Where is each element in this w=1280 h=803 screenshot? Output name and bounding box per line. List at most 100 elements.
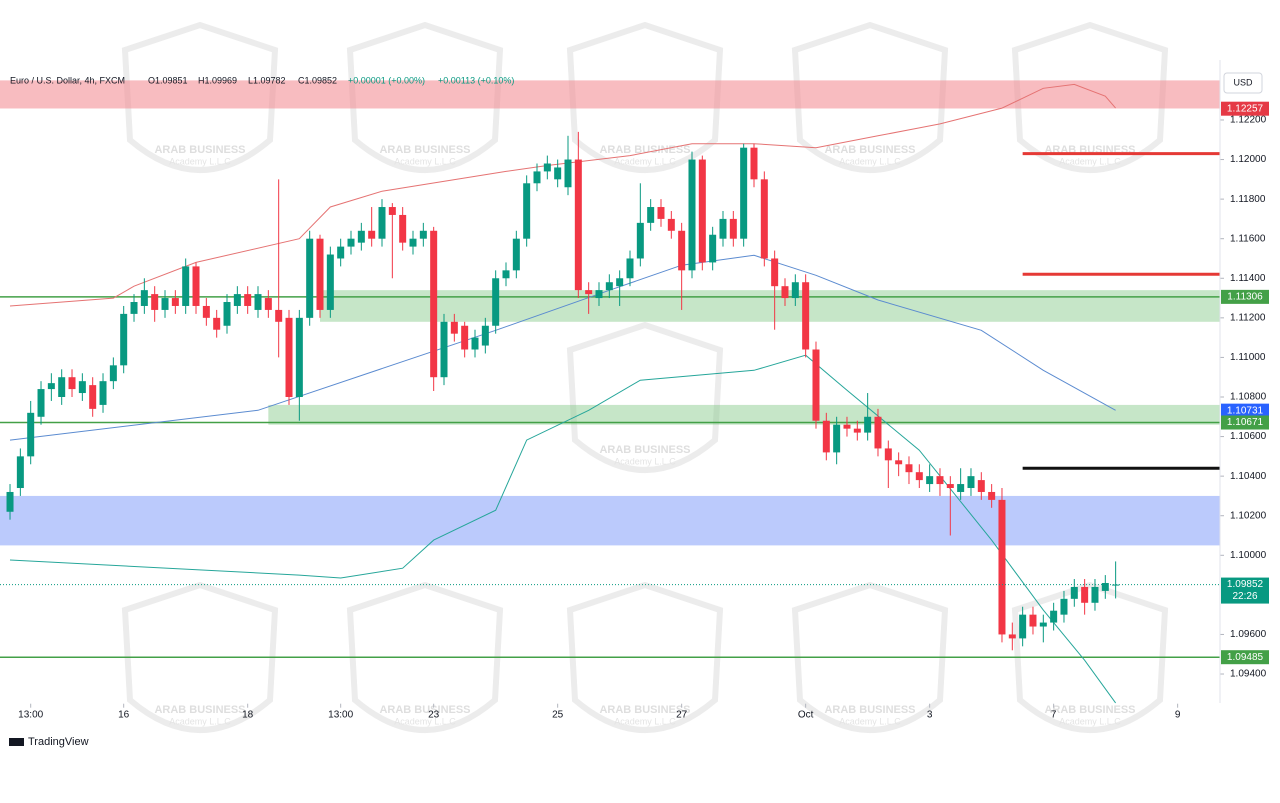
candle-body [667, 218, 675, 231]
price-tag [1221, 577, 1269, 604]
candle-body [461, 325, 469, 350]
candle-body [657, 207, 665, 219]
candle-body [647, 207, 655, 223]
candle-body [471, 337, 479, 350]
y-tick-label: 1.09400 [1230, 669, 1267, 680]
candle-body [988, 491, 996, 500]
candle-body [874, 416, 882, 449]
watermark-shield [566, 321, 724, 473]
candle-body [1112, 584, 1120, 586]
candle-body [481, 325, 489, 346]
candle-body [926, 476, 934, 485]
watermark-shield [566, 21, 724, 173]
candle-body [430, 230, 438, 378]
readout-value: C1.09852 [298, 75, 337, 85]
candle-body [791, 282, 799, 299]
candle-body [1081, 586, 1089, 603]
price-tag-note: 22:26 [1232, 591, 1257, 602]
y-tick-label: 1.11000 [1230, 352, 1266, 363]
candle-body [244, 294, 252, 306]
watermark-shield [566, 581, 724, 733]
candle-body [223, 302, 231, 326]
watermark-shield [346, 21, 504, 173]
candle-body [564, 159, 572, 188]
candle-body [264, 298, 272, 310]
candle-body [967, 476, 975, 489]
plot-area [0, 80, 1224, 708]
watermark-subtext: Academy L.L.C [839, 716, 901, 726]
candle-body [1101, 582, 1109, 591]
watermark-text: ARAB BUSINESS [154, 144, 245, 156]
y-tick-label: 1.12200 [1230, 115, 1267, 126]
candle-body [399, 214, 407, 243]
currency-label[interactable]: USD [1233, 77, 1253, 87]
band-line [9, 254, 1116, 441]
y-tick-label: 1.11800 [1230, 194, 1266, 205]
zone [268, 404, 1220, 425]
band-line [9, 354, 1117, 704]
readout-value: H1.09969 [198, 75, 237, 85]
candle-body [78, 381, 86, 394]
candle-body [37, 389, 45, 417]
candle-body [109, 365, 117, 382]
candle-body [884, 448, 892, 461]
candle-body [161, 298, 169, 310]
candle-body [368, 230, 376, 239]
candle-body [605, 282, 613, 291]
watermark-text: ARAB BUSINESS [599, 704, 690, 716]
y-tick-label: 1.10200 [1230, 510, 1267, 521]
candle-body [905, 464, 913, 473]
watermark-subtext: Academy L.L.C [839, 156, 901, 166]
candle-body [275, 309, 283, 322]
watermark-subtext: Academy L.L.C [1059, 156, 1121, 166]
candle-body [419, 230, 427, 239]
watermark-shield [121, 581, 279, 733]
candle-body [1091, 586, 1099, 603]
candle-body [16, 456, 24, 489]
candle-body [151, 294, 159, 310]
candle-body [409, 238, 417, 247]
x-tick-label: 9 [1175, 710, 1181, 721]
watermark-subtext: Academy L.L.C [1059, 716, 1121, 726]
candle-body [1050, 610, 1058, 623]
candle-body [709, 234, 717, 263]
brand-label: TradingView [28, 736, 89, 748]
watermark-subtext: Academy L.L.C [169, 156, 231, 166]
x-tick-label: 7 [1051, 710, 1057, 721]
price-tag-label: 1.12257 [1227, 103, 1264, 114]
y-tick-label: 1.10800 [1230, 392, 1267, 403]
price-tag-label: 1.09485 [1227, 652, 1264, 663]
zone [0, 80, 1220, 109]
candle-body [1070, 586, 1078, 599]
candle-body [957, 484, 965, 492]
candle-body [585, 290, 593, 295]
candle-body [729, 218, 737, 239]
y-tick-label: 1.11400 [1230, 273, 1266, 284]
x-tick-label: 25 [552, 710, 564, 721]
candle-body [636, 222, 644, 259]
candle-body [740, 147, 748, 239]
zone [320, 290, 1220, 322]
watermark-text: ARAB BUSINESS [824, 704, 915, 716]
candle-body [626, 258, 634, 279]
candle-body [285, 317, 293, 397]
candle-body [812, 349, 820, 421]
candle-body [750, 147, 758, 180]
price-tag [1221, 289, 1269, 304]
x-tick-label: 3 [927, 710, 933, 721]
watermark-text: ARAB BUSINESS [379, 704, 470, 716]
candle-body [68, 377, 76, 390]
symbol-title: Euro / U.S. Dollar, 4h, FXCM [10, 75, 125, 85]
candle-body [543, 163, 551, 172]
currency-button[interactable] [1223, 72, 1263, 94]
candle-body [337, 246, 345, 259]
candle-body [977, 480, 985, 492]
x-tick-label: Oct [798, 710, 814, 721]
candle-body [89, 385, 97, 409]
candle-body [6, 491, 14, 512]
watermark-subtext: Academy L.L.C [394, 156, 456, 166]
price-tag [1221, 101, 1269, 116]
